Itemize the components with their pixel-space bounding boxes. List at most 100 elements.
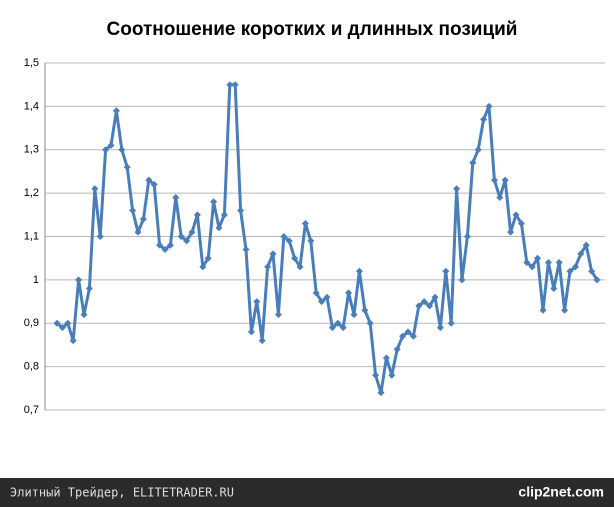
point-marker <box>334 319 342 327</box>
point-marker <box>204 254 212 262</box>
point-marker <box>415 302 423 310</box>
point-marker <box>372 371 380 379</box>
point-marker <box>231 81 239 89</box>
point-marker <box>226 81 234 89</box>
point-marker <box>64 319 72 327</box>
y-tick-label: 1,3 <box>24 144 39 156</box>
point-marker <box>382 354 390 362</box>
point-marker <box>480 115 488 123</box>
point-marker <box>588 267 596 275</box>
point-marker <box>339 324 347 332</box>
footer-bar <box>0 478 614 507</box>
point-marker <box>242 246 250 254</box>
y-tick-label: 0,7 <box>24 404 39 416</box>
point-marker <box>561 306 569 314</box>
point-marker <box>361 306 369 314</box>
point-marker <box>172 193 180 201</box>
point-marker <box>193 211 201 219</box>
point-marker <box>107 141 115 149</box>
point-marker <box>220 211 228 219</box>
point-marker <box>280 233 288 240</box>
point-marker <box>431 293 439 301</box>
point-marker <box>550 285 558 293</box>
point-marker <box>571 263 579 271</box>
y-tick-label: 0,8 <box>24 361 39 373</box>
chart-title: Соотношение коротких и длинных позиций <box>107 19 518 40</box>
point-marker <box>485 102 493 110</box>
point-marker <box>177 233 185 240</box>
point-marker <box>291 254 299 262</box>
point-marker <box>528 263 536 271</box>
point-marker <box>496 193 504 201</box>
point-marker <box>534 254 542 262</box>
point-marker <box>523 259 531 267</box>
point-marker <box>161 246 169 254</box>
point-marker <box>350 311 358 319</box>
point-marker <box>377 389 385 397</box>
point-marker <box>258 337 266 345</box>
point-marker <box>183 237 191 245</box>
point-marker <box>555 259 563 267</box>
point-marker <box>469 159 477 167</box>
point-marker <box>156 241 164 249</box>
point-marker <box>118 146 126 154</box>
point-marker <box>129 206 137 214</box>
point-marker <box>199 263 207 271</box>
point-marker <box>404 328 412 336</box>
point-marker <box>566 267 574 275</box>
point-marker <box>188 228 196 236</box>
point-marker <box>366 319 374 327</box>
point-marker <box>215 224 223 232</box>
point-marker <box>393 345 401 353</box>
point-marker <box>80 311 88 319</box>
point-marker <box>53 319 61 327</box>
point-marker <box>458 276 466 284</box>
point-marker <box>345 289 353 297</box>
point-marker <box>285 237 293 245</box>
point-marker <box>264 263 272 271</box>
point-marker <box>453 185 461 193</box>
point-marker <box>577 250 585 258</box>
point-marker <box>145 176 153 184</box>
point-marker <box>593 276 601 284</box>
point-marker <box>210 198 218 206</box>
point-marker <box>312 289 320 297</box>
point-marker <box>269 250 277 258</box>
y-tick-label: 0,9 <box>24 317 39 329</box>
point-marker <box>318 298 326 306</box>
point-marker <box>58 324 66 332</box>
point-marker <box>501 176 509 184</box>
point-marker <box>307 237 315 245</box>
y-tick-label: 1 <box>33 274 39 286</box>
point-marker <box>274 311 282 319</box>
point-marker <box>517 219 525 227</box>
point-marker <box>436 324 444 332</box>
point-marker <box>150 180 158 188</box>
point-marker <box>447 319 455 327</box>
point-marker <box>75 276 83 284</box>
point-marker <box>399 332 407 340</box>
y-tick-label: 1,4 <box>24 100 39 112</box>
point-marker <box>420 298 428 306</box>
point-marker <box>355 267 363 275</box>
point-marker <box>507 228 515 236</box>
footer-logo: clip2net.com <box>518 484 604 500</box>
point-marker <box>301 219 309 227</box>
y-tick-label: 1,1 <box>24 230 39 242</box>
point-marker <box>69 337 77 345</box>
point-marker <box>323 293 331 301</box>
series-line <box>56 83 599 395</box>
point-marker <box>91 185 99 193</box>
point-marker <box>166 241 174 249</box>
point-marker <box>474 146 482 154</box>
point-marker <box>237 206 245 214</box>
y-tick-label: 1,5 <box>24 57 39 69</box>
y-tick-label: 1,2 <box>24 187 39 199</box>
point-marker <box>512 211 520 219</box>
point-marker <box>85 285 93 293</box>
point-marker <box>539 306 547 314</box>
point-marker <box>139 215 147 223</box>
point-marker <box>582 241 590 249</box>
point-marker <box>388 371 396 379</box>
